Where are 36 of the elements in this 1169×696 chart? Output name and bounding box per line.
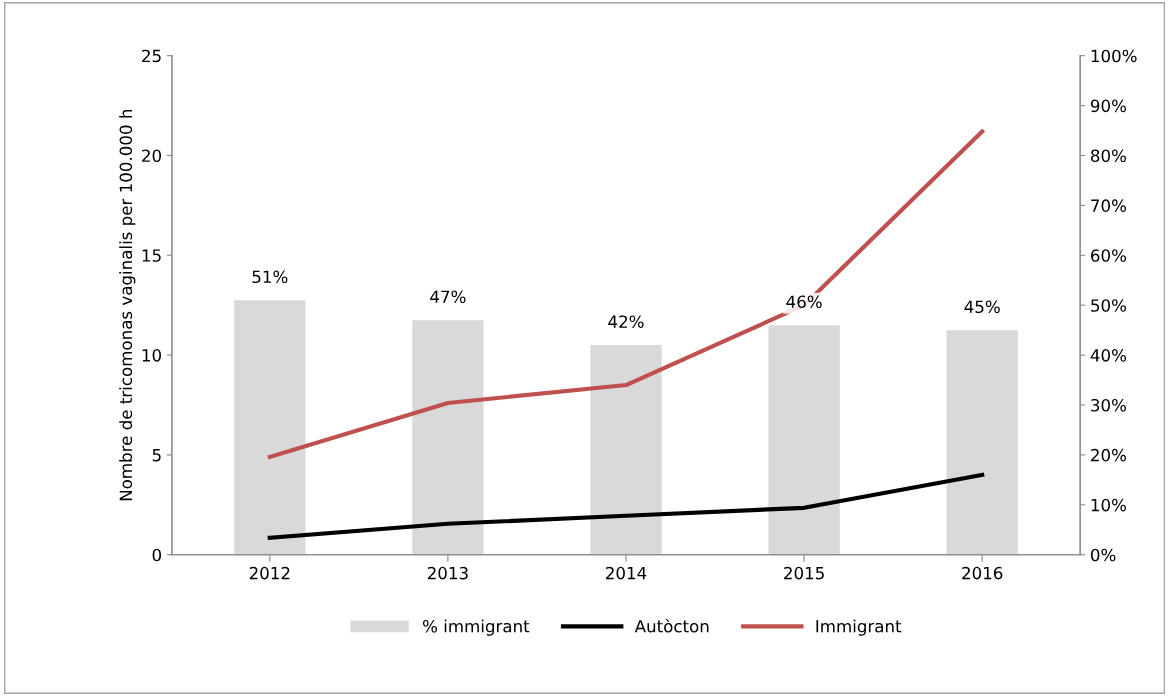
legend-label: Immigrant — [816, 619, 902, 636]
y2-tick-label: 20% — [1091, 448, 1126, 462]
y2-tick-label: 100% — [1091, 49, 1137, 63]
legend-label: Autòcton — [634, 618, 709, 633]
x-tick-label: 2015 — [784, 566, 824, 580]
x-tick-label: 2012 — [249, 566, 290, 580]
y2-tick-label: 60% — [1091, 249, 1126, 262]
y2-tick-label: 40% — [1090, 349, 1126, 362]
y2-tick-label: 70% — [1091, 199, 1126, 212]
bar — [590, 345, 662, 555]
y2-tick-label: 30% — [1091, 398, 1126, 412]
y-tick-label: 10 — [142, 349, 162, 362]
y-tick-label: 5 — [152, 449, 161, 462]
y-tick-label: 20 — [142, 149, 162, 163]
bar — [234, 300, 306, 555]
data-label: 51% — [252, 270, 288, 284]
bar — [946, 330, 1018, 555]
y2-tick-label: 80% — [1091, 149, 1126, 163]
y-axis-title: Nombre de tricomonas vaginalis per 100.000 h — [119, 109, 136, 501]
data-label: 42% — [608, 315, 644, 328]
y-tick-label: 25 — [142, 49, 161, 63]
y-tick-label: 15 — [142, 249, 161, 262]
x-tick-label: 2016 — [962, 566, 1003, 580]
line-series — [267, 472, 985, 540]
y2-tick-label: 50% — [1091, 299, 1126, 312]
bar — [412, 320, 484, 555]
y2-tick-label: 10% — [1091, 498, 1126, 512]
y2-tick-label: 0% — [1090, 548, 1116, 562]
legend-label: % immigrant — [422, 619, 530, 636]
bar — [768, 325, 840, 555]
x-tick-label: 2013 — [427, 566, 468, 580]
y2-tick-label: 90% — [1090, 99, 1126, 113]
y-tick-label: 0 — [152, 548, 162, 562]
data-label: 47% — [430, 290, 466, 304]
x-tick-label: 2014 — [606, 566, 647, 580]
data-label: 45% — [964, 300, 1000, 314]
